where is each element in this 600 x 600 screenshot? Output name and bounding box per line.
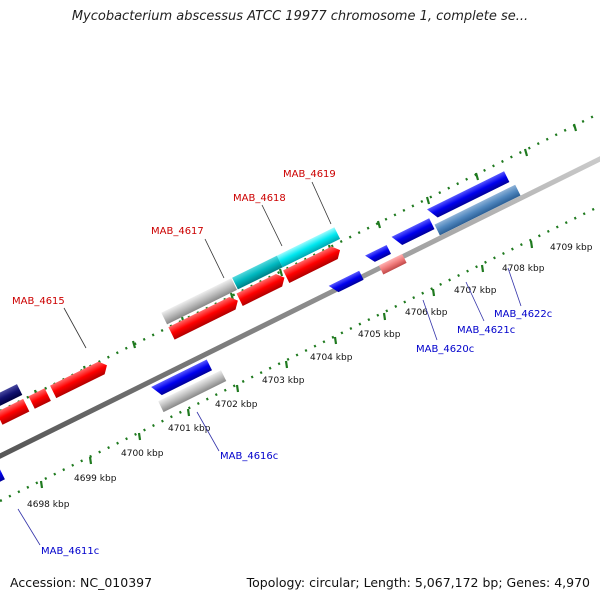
- gene-label-mab-4611c: MAB_4611c: [41, 546, 99, 557]
- gene-label-mab-4621c: MAB_4621c: [457, 325, 515, 336]
- gene-label-mab-4619: MAB_4619: [283, 169, 336, 180]
- kbp-label: 4700 kbp: [121, 449, 164, 459]
- kbp-label: 4701 kbp: [168, 424, 211, 434]
- kbp-label: 4704 kbp: [310, 353, 353, 363]
- kbp-label: 4705 kbp: [358, 330, 401, 340]
- gene-label-mab-4616c: MAB_4616c: [220, 451, 278, 462]
- gene-label-mab-4622c: MAB_4622c: [494, 309, 552, 320]
- forward-strand-features: [0, 227, 341, 425]
- kbp-label: 4707 kbp: [454, 286, 497, 296]
- gene-label-mab-4620c: MAB_4620c: [416, 344, 474, 355]
- outer-scale-line: [0, 111, 600, 413]
- reverse-gene-labels: MAB_4611c MAB_4616c MAB_4620c MAB_4621c …: [17, 267, 552, 557]
- kbp-label: 4706 kbp: [405, 308, 448, 318]
- genome-backbone: [0, 156, 600, 459]
- gene-label-mab-4615: MAB_4615: [12, 296, 65, 307]
- kbp-label: 4702 kbp: [215, 400, 258, 410]
- inner-major-ticks: [39, 240, 534, 489]
- kbp-label: 4708 kbp: [502, 264, 545, 274]
- reverse-strand-features: [0, 171, 521, 490]
- kbp-tick-labels: 4698 kbp 4699 kbp 4700 kbp 4701 kbp 4702…: [27, 243, 593, 510]
- kbp-label: 4709 kbp: [550, 243, 593, 253]
- inner-scale-line: [0, 204, 600, 503]
- topology-summary-text: Topology: circular; Length: 5,067,172 bp…: [246, 575, 590, 590]
- kbp-label: 4698 kbp: [27, 500, 70, 510]
- forward-gene-labels: MAB_4615 MAB_4617 MAB_4618 MAB_4619: [12, 169, 336, 349]
- kbp-label: 4703 kbp: [262, 376, 305, 386]
- map-title: Mycobacterium abscessus ATCC 19977 chrom…: [71, 9, 529, 24]
- gene-label-mab-4617: MAB_4617: [151, 226, 204, 237]
- gene-label-mab-4618: MAB_4618: [233, 193, 286, 204]
- kbp-label: 4699 kbp: [74, 474, 117, 484]
- accession-text: Accession: NC_010397: [10, 575, 153, 590]
